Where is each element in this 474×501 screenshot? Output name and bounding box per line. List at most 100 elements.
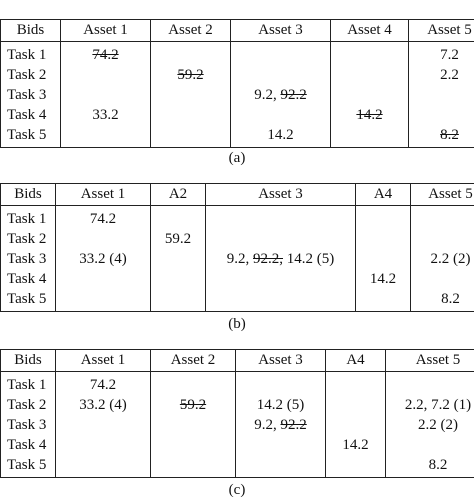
task-row: Task 1 74.2 7.2 <box>0 41 474 65</box>
bid-cell <box>235 435 326 455</box>
struck-bid: 59.2 <box>177 66 204 83</box>
bid-cell <box>325 371 386 395</box>
bid: 14.2 <box>369 270 397 287</box>
bid: 2.2 <box>440 66 459 83</box>
row-label: Task 2 <box>0 395 56 415</box>
row-label: Task 4 <box>0 105 61 125</box>
bid-cell <box>55 289 151 312</box>
table-c-wrap: Bids Asset 1 Asset 2 Asset 3 A4 Asset 5 Task 1… <box>0 349 474 478</box>
row-label: Task 5 <box>0 289 56 312</box>
table-body: Task 1 74.2 Task 2 33.2 (4) 59.2 14.2 (5) 2.2,… <box>0 371 474 478</box>
table-body: Task 1 74.2 Task 2 59.2 Task 3 33.2 (4) 9.2, 9… <box>0 205 474 312</box>
bid-cell <box>355 289 411 312</box>
struck-bid: 14.2 <box>356 106 383 123</box>
header-row: Bids Asset 1 Asset 2 Asset 3 Asset 4 Asset 5 <box>0 19 474 42</box>
task-row: Task 3 9.2, 92.2 2.2 (2) <box>0 415 474 435</box>
header-cell: A2 <box>150 183 206 206</box>
bid-cell <box>55 455 151 478</box>
bid-cell <box>355 205 411 229</box>
row-label: Task 5 <box>0 125 61 148</box>
bid-cell: 59.2 <box>150 395 236 415</box>
bid: 9.2, <box>254 86 281 103</box>
header-cell: Bids <box>0 183 56 206</box>
bid-cell: 33.2 <box>60 105 151 125</box>
bid-cell <box>410 229 474 249</box>
bid-cell: 2.2 (2) <box>385 415 474 435</box>
bid-cell: 59.2 <box>150 65 231 85</box>
row-label: Task 4 <box>0 435 56 455</box>
bid-cell <box>150 415 236 435</box>
bid-cell <box>385 371 474 395</box>
row-label: Task 1 <box>0 41 61 65</box>
task-row: Task 2 59.2 <box>0 229 474 249</box>
task-row: Task 1 74.2 <box>0 371 474 395</box>
bid-cell: 2.2 (2) <box>410 249 474 269</box>
bid-cell <box>55 415 151 435</box>
struck-bid: 92.2 <box>280 416 307 433</box>
task-row: Task 5 8.2 <box>0 455 474 478</box>
bid: 14.2 (5) <box>256 396 305 413</box>
bid-cell <box>325 415 386 435</box>
header-cell: A4 <box>325 349 386 372</box>
caption: (b) <box>228 316 246 332</box>
row-label: Task 2 <box>0 229 56 249</box>
struck-bid: 59.2 <box>179 396 207 413</box>
table-header: Bids Asset 1 Asset 2 Asset 3 A4 Asset 5 <box>0 349 474 372</box>
bid-cell <box>205 269 356 289</box>
bid-cell: 2.2 <box>408 65 474 85</box>
row-label: Task 5 <box>0 455 56 478</box>
bid-cell <box>330 85 409 105</box>
header-cell: Asset 2 <box>150 349 236 372</box>
task-row: Task 4 14.2 <box>0 435 474 455</box>
header-cell: Asset 3 <box>235 349 326 372</box>
bid: 9.2, <box>226 250 253 267</box>
bid: 2.2 (2) <box>430 250 471 267</box>
bid-cell <box>205 289 356 312</box>
bid-cell: 7.2 <box>408 41 474 65</box>
bid-cell <box>230 105 331 125</box>
row-label: Task 1 <box>0 371 56 395</box>
header-cell: Asset 5 <box>410 183 474 206</box>
row-label: Task 1 <box>0 205 56 229</box>
bid-cell <box>150 105 231 125</box>
table-header: Bids Asset 1 Asset 2 Asset 3 Asset 4 Asset 5 <box>0 19 474 42</box>
row-label: Task 3 <box>0 85 61 105</box>
bid-cell: 14.2 <box>355 269 411 289</box>
bid-cell: 8.2 <box>408 125 474 148</box>
header-row: Bids Asset 1 Asset 2 Asset 3 A4 Asset 5 <box>0 349 474 372</box>
bid-cell: 8.2 <box>385 455 474 478</box>
table-header: Bids Asset 1 A2 Asset 3 A4 Asset 5 <box>0 183 474 206</box>
bid-cell <box>55 269 151 289</box>
bid-cell <box>385 435 474 455</box>
bid-cell: 8.2 <box>410 289 474 312</box>
task-row: Task 2 59.2 2.2 <box>0 65 474 85</box>
header-cell: Bids <box>0 19 61 42</box>
bid-cell <box>60 85 151 105</box>
bid-cell <box>235 371 326 395</box>
bid-cell: 74.2 <box>60 41 151 65</box>
bid-cell: 2.2, 7.2 (1) <box>385 395 474 415</box>
bid-cell <box>60 125 151 148</box>
bid-cell: 14.2 <box>230 125 331 148</box>
bid-cell: 33.2 (4) <box>55 395 151 415</box>
bid: 74.2 <box>89 210 117 227</box>
task-row: Task 2 33.2 (4) 59.2 14.2 (5) 2.2, 7.2 (1) <box>0 395 474 415</box>
header-cell: Asset 5 <box>408 19 474 42</box>
bid-cell <box>60 65 151 85</box>
bid: 7.2 <box>440 46 459 63</box>
bid-cell <box>408 105 474 125</box>
bid-cell <box>330 65 409 85</box>
bid-cell <box>150 85 231 105</box>
bid-cell <box>205 229 356 249</box>
struck-bid: 92.2 <box>280 86 307 103</box>
task-row: Task 5 8.2 <box>0 289 474 312</box>
header-cell: Asset 2 <box>150 19 231 42</box>
header-cell: A4 <box>355 183 411 206</box>
bid-cell <box>355 229 411 249</box>
bid-cell <box>55 229 151 249</box>
bid-cell <box>150 289 206 312</box>
bid: 2.2, 7.2 (1) <box>404 396 472 413</box>
header-cell: Asset 1 <box>55 183 151 206</box>
task-row: Task 3 9.2, 92.2 <box>0 85 474 105</box>
